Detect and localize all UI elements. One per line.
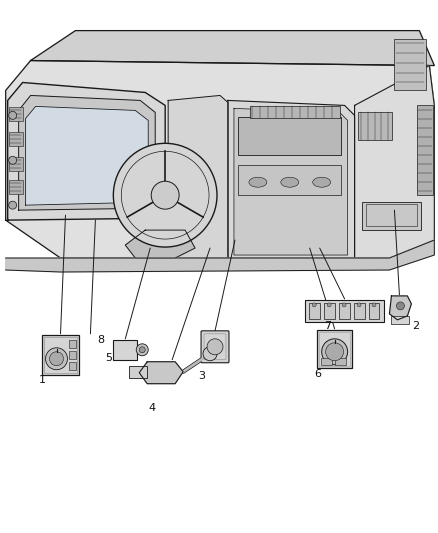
Polygon shape [355,66,434,258]
Circle shape [9,201,17,209]
Circle shape [372,303,376,307]
Bar [324,303,335,319]
Bar [317,330,352,368]
Polygon shape [168,95,228,258]
Circle shape [9,111,17,119]
Polygon shape [228,100,355,258]
Ellipse shape [249,177,267,187]
Polygon shape [234,108,348,255]
Circle shape [9,156,17,164]
Polygon shape [8,83,165,220]
Bar [70,351,77,359]
Bar [335,358,346,365]
Polygon shape [139,362,183,384]
Text: 7: 7 [324,321,331,331]
Bar [9,180,23,194]
Text: 6: 6 [314,369,321,379]
Ellipse shape [281,177,299,187]
Circle shape [312,303,316,307]
Bar [9,108,23,122]
Circle shape [327,303,331,307]
Bar [357,112,392,140]
Bar [319,332,350,366]
Bar [70,340,77,348]
Circle shape [136,344,148,356]
Bar [250,107,339,118]
Bar [366,204,417,226]
Circle shape [151,181,179,209]
FancyBboxPatch shape [201,331,229,363]
Polygon shape [389,296,411,320]
Bar [309,303,320,319]
Bar [43,337,78,373]
Circle shape [203,347,217,361]
Polygon shape [31,30,434,66]
Polygon shape [6,240,434,272]
Bar [70,362,77,370]
Circle shape [396,302,404,310]
Text: 8: 8 [97,335,104,345]
Text: 3: 3 [198,371,205,381]
Bar [353,303,364,319]
Circle shape [49,352,64,366]
Polygon shape [19,95,155,210]
Text: 1: 1 [39,375,46,385]
Bar [9,132,23,147]
Circle shape [326,343,343,361]
Bar [339,303,350,319]
Bar [368,303,379,319]
Circle shape [357,303,361,307]
Text: 4: 4 [148,402,156,413]
Bar [417,106,433,195]
Circle shape [342,303,346,307]
Bar [238,117,341,155]
Bar [305,300,385,322]
Bar [321,358,332,365]
Polygon shape [25,107,148,205]
Bar [361,202,421,230]
Circle shape [321,339,348,365]
Polygon shape [125,230,195,258]
Bar [238,165,341,195]
Circle shape [139,347,145,353]
Bar [129,366,147,378]
Polygon shape [6,61,434,258]
Bar [113,340,137,360]
Bar [392,316,410,324]
Text: 2: 2 [412,321,419,331]
Bar [42,335,79,375]
Ellipse shape [313,177,331,187]
Bar [9,157,23,171]
Bar [395,38,426,91]
Circle shape [207,339,223,355]
Text: 5: 5 [105,353,112,363]
Circle shape [113,143,217,247]
Circle shape [46,348,67,370]
